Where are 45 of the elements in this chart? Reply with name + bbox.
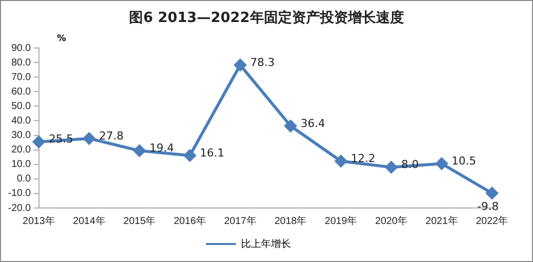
y-tick-label: -20.0 (8, 202, 32, 214)
x-tick-label: 2018年 (274, 214, 307, 227)
legend-label: 比上年增长 (241, 238, 291, 250)
y-tick-label: 90.0 (11, 42, 32, 54)
x-tick-label: 2020年 (375, 214, 408, 227)
point (334, 155, 347, 168)
point (83, 132, 96, 144)
y-axis-title: % (57, 34, 66, 44)
y-tick-label: 40.0 (11, 115, 32, 126)
point (234, 59, 246, 72)
data-label: 78.3 (250, 56, 275, 69)
x-tick-label: 2017年 (224, 214, 256, 227)
y-tick-label: 60.0 (11, 86, 32, 98)
chart-title: 图6 2013—2022年固定资产投资增长速度 (128, 9, 405, 27)
y-tick-label: 50.0 (11, 100, 32, 112)
point (284, 120, 297, 132)
y-tick-label: 30.0 (11, 130, 32, 142)
point (32, 136, 45, 148)
point (134, 144, 146, 157)
x-tick-label: 2019年 (324, 214, 358, 227)
data-label: 36.4 (300, 116, 326, 130)
x-tick-label: 2015年 (123, 214, 156, 227)
x-tick-label: 2014年 (73, 214, 106, 227)
y-tick-label: -10.0 (8, 188, 32, 200)
data-label: 10.5 (452, 154, 476, 168)
y-tick-label: 10.0 (11, 159, 32, 170)
x-tick-label: 2021年 (426, 214, 458, 227)
point (385, 161, 398, 174)
point (486, 187, 498, 200)
data-label: 19.4 (150, 142, 174, 155)
y-tick-label: 20.0 (11, 144, 32, 156)
y-tick-label: 80.0 (11, 57, 32, 68)
data-label: -9.8 (477, 200, 499, 214)
point (184, 149, 196, 162)
data-label: 27.8 (99, 129, 124, 142)
data-label: 12.2 (350, 152, 376, 166)
y-tick-label: 70.0 (11, 72, 32, 83)
data-label: 16.1 (200, 146, 224, 160)
data-label: 25.5 (48, 132, 74, 146)
data-label: 8.0 (401, 158, 419, 172)
x-tick-label: 2016年 (174, 214, 206, 227)
y-tick-label: 0.0 (16, 174, 32, 185)
x-tick-label: 2013年 (22, 214, 55, 227)
x-tick-label: 2022年 (476, 214, 508, 227)
point (436, 158, 448, 170)
